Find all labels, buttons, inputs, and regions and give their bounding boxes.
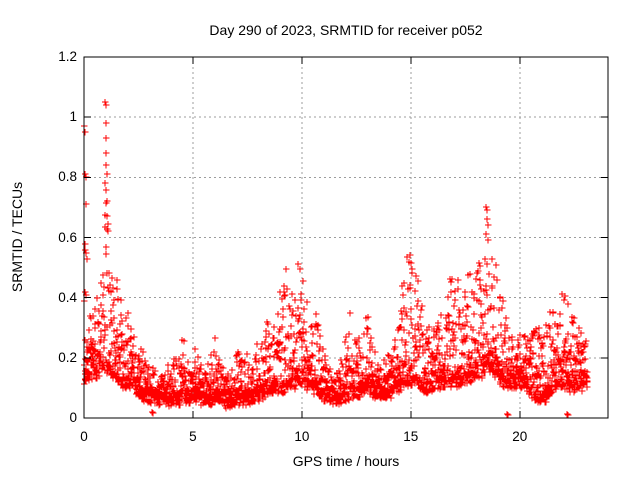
chart-title: Day 290 of 2023, SRMTID for receiver p05… bbox=[209, 22, 483, 38]
y-tick-label: 0.8 bbox=[58, 169, 77, 185]
x-tick-label: 20 bbox=[512, 429, 528, 444]
y-tick-label: 0.2 bbox=[58, 349, 77, 365]
x-tick-label: 5 bbox=[189, 429, 197, 444]
y-tick-label: 1.2 bbox=[58, 49, 77, 64]
x-axis-title: GPS time / hours bbox=[292, 453, 400, 469]
y-tick-label: 0.6 bbox=[58, 229, 77, 245]
x-tick-label: 10 bbox=[294, 429, 310, 444]
y-tick-label: 0.4 bbox=[58, 289, 77, 305]
scatter-points-srmtid bbox=[80, 98, 591, 419]
y-tick-label: 0 bbox=[69, 410, 77, 425]
y-tick-label: 1 bbox=[69, 109, 77, 125]
x-tick-label: 15 bbox=[403, 429, 419, 444]
x-tick-label: 0 bbox=[80, 429, 88, 444]
